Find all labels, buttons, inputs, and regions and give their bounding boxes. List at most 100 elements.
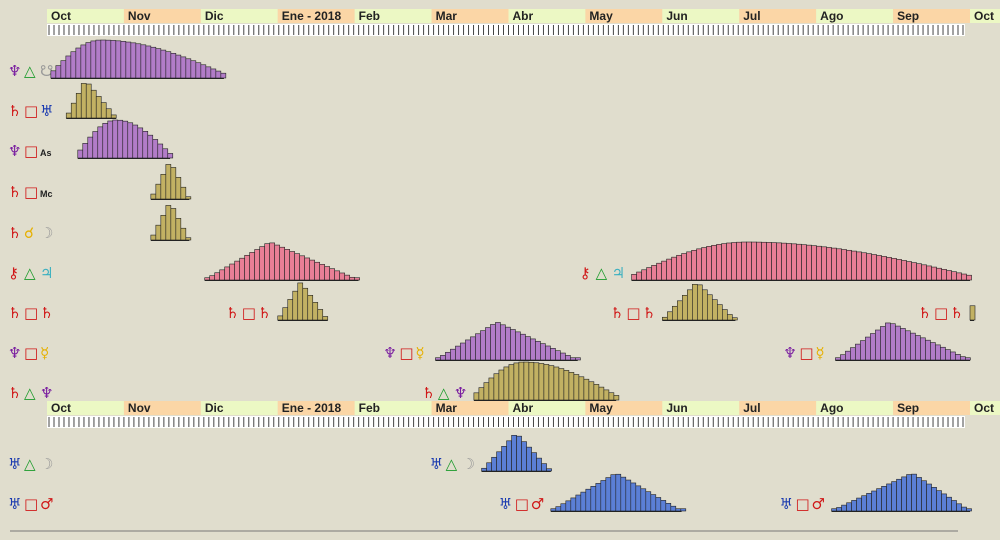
- transit-bar: [941, 493, 947, 512]
- transit-bar: [481, 467, 487, 472]
- transit-bar: [950, 351, 956, 361]
- transit-bar: [70, 51, 77, 79]
- row-label-3: ♄ □ Mc: [8, 183, 53, 201]
- transit-bar: [205, 66, 212, 79]
- transit-bar: [526, 446, 532, 472]
- transit-bar: [875, 329, 881, 361]
- transit-bar: [727, 314, 733, 321]
- aspect-glyph: □: [24, 142, 38, 160]
- transit-bar: [588, 381, 595, 401]
- month-label: Nov: [128, 9, 151, 23]
- transit-bar: [585, 488, 592, 512]
- aspect-glyph: ♅: [40, 102, 53, 120]
- transit-bar: [841, 504, 847, 512]
- transit-bar: [498, 369, 505, 401]
- aspect-glyph: ♅: [499, 495, 512, 513]
- aspect-glyph: ⚷: [8, 264, 19, 282]
- transit-bar: [297, 282, 304, 321]
- row-label-9: ♅ △ ☽: [8, 455, 53, 473]
- transit-bar: [781, 242, 787, 281]
- transit-bar: [110, 40, 117, 79]
- transit-bar: [510, 329, 516, 361]
- transit-bar: [901, 476, 907, 512]
- transit-bar: [861, 252, 867, 281]
- transit-bar: [640, 488, 647, 512]
- transit-bar: [307, 295, 314, 321]
- month-label: Ago: [820, 9, 843, 23]
- transit-bar: [269, 242, 275, 281]
- aspect-glyph: ♄: [950, 304, 963, 322]
- transit-segment: [150, 164, 192, 200]
- transit-bar: [665, 502, 672, 512]
- month-cell: [47, 9, 124, 23]
- transit-bar: [105, 39, 112, 79]
- transit-bar: [473, 392, 480, 401]
- transit-bar: [135, 43, 142, 79]
- transit-bar: [540, 343, 546, 361]
- transit-bar: [856, 251, 862, 281]
- transit-bar: [946, 270, 952, 281]
- transit-segment: ♅ △ ☽: [430, 435, 552, 473]
- transit-bar: [309, 259, 315, 281]
- transit-bar: [435, 357, 441, 361]
- transit-bar: [558, 368, 565, 401]
- transit-bar: [931, 487, 937, 512]
- transit-bar: [682, 294, 688, 321]
- month-label: Sep: [897, 9, 919, 23]
- aspect-glyph: △: [24, 455, 36, 473]
- transit-bar: [220, 72, 227, 79]
- transit-bar: [905, 330, 911, 361]
- tick-strip: [47, 24, 965, 36]
- transit-bar: [110, 114, 117, 119]
- transit-bar: [921, 480, 927, 512]
- transit-bar: [219, 269, 225, 281]
- segment-label: ⚷ △ ♃: [580, 264, 625, 282]
- transit-bar: [546, 468, 552, 472]
- transit-bar: [545, 345, 551, 361]
- aspect-glyph: ☽: [462, 455, 475, 473]
- transit-bar: [525, 336, 531, 361]
- transit-bar: [651, 265, 657, 281]
- month-label: Feb: [359, 401, 380, 415]
- transit-bar: [150, 193, 157, 200]
- month-label: Jun: [666, 9, 687, 23]
- month-label: Oct: [51, 401, 71, 415]
- transit-bar: [137, 127, 144, 159]
- transit-bar: [956, 503, 962, 512]
- aspect-glyph: ☿: [40, 344, 49, 362]
- transit-bar: [185, 58, 192, 79]
- transit-bar: [531, 452, 537, 472]
- aspect-glyph: △: [446, 455, 458, 473]
- transit-bar: [845, 350, 851, 361]
- transit-bar: [150, 46, 157, 79]
- transit-bar: [145, 45, 152, 79]
- segment-label: ♅ △ ☽: [430, 455, 475, 473]
- transit-bar: [890, 323, 896, 361]
- aspect-glyph: ♃: [612, 264, 625, 282]
- transit-bar: [871, 254, 877, 281]
- month-cell: [277, 9, 355, 23]
- transit-bar: [215, 70, 222, 79]
- aspect-glyph: □: [24, 495, 38, 513]
- month-cell: [123, 9, 201, 23]
- aspect-glyph: Mc: [40, 189, 53, 199]
- transit-bar: [317, 309, 324, 321]
- aspect-glyph: □: [626, 304, 640, 322]
- transit-bar: [100, 102, 107, 119]
- transit-bar: [940, 346, 946, 361]
- transit-bar: [349, 276, 355, 281]
- transit-bar: [945, 349, 951, 361]
- transit-bar: [776, 242, 782, 281]
- month-cell: [970, 9, 1000, 23]
- aspect-glyph: ♆: [383, 344, 396, 362]
- transit-bar: [661, 260, 667, 281]
- row-label-7: ♆ □ ☿: [8, 344, 49, 362]
- month-headers: Oct Nov Dic Ene - 2018 Feb Mar Abr May Jun Jul Ago…: [47, 9, 1000, 428]
- transit-bar: [916, 263, 922, 281]
- transit-bar: [170, 167, 177, 200]
- transit-bar: [801, 244, 807, 281]
- transit-bar: [811, 245, 817, 281]
- transit-bar: [480, 330, 486, 361]
- transit-bar: [491, 456, 497, 472]
- transit-bar: [170, 53, 177, 79]
